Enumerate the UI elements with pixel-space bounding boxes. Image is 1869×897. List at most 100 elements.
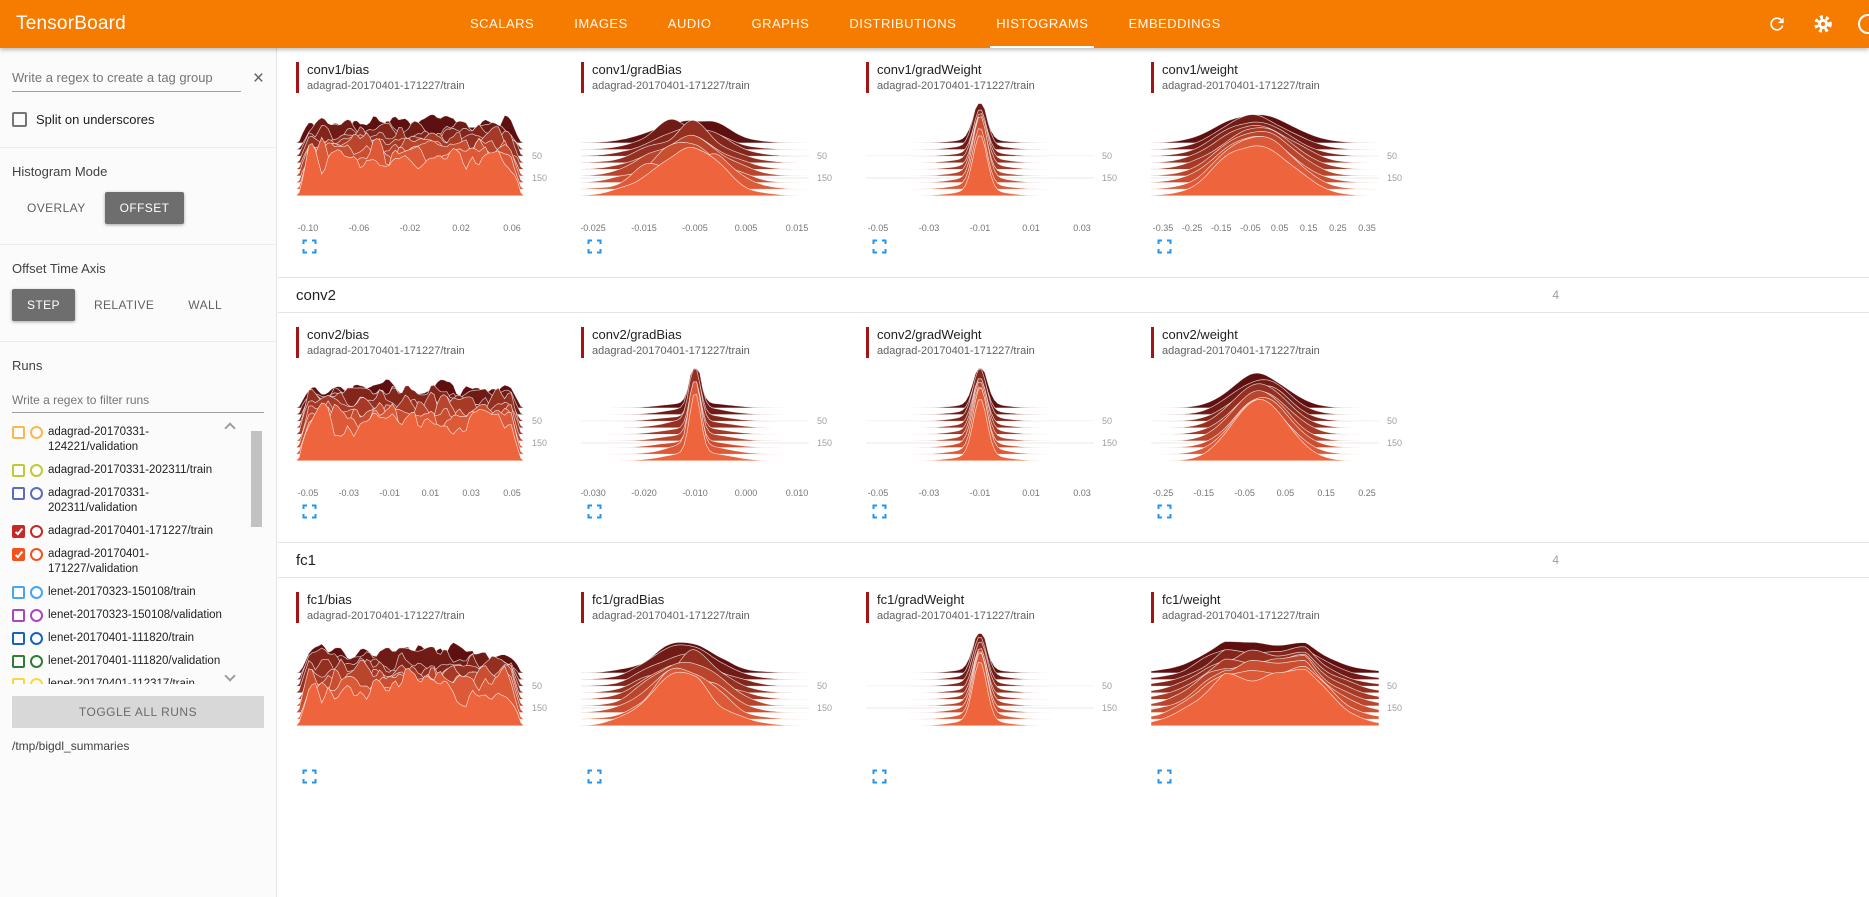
histogram-chart[interactable]: 50 150 -0.10 -0.06 -0.02 0.02 0.06 [296, 101, 558, 235]
run-radio[interactable] [30, 548, 43, 561]
histogram-chart[interactable]: 50 150 -0.25 -0.15 -0.05 0.05 0.15 0.25 [1151, 366, 1413, 500]
expand-icon[interactable] [302, 504, 317, 519]
run-item[interactable]: adagrad-20170331-124221/validation [12, 421, 238, 459]
expand-icon[interactable] [1157, 504, 1172, 519]
step-axis-label: 150 [532, 703, 547, 713]
tab-distributions[interactable]: DISTRIBUTIONS [849, 16, 957, 31]
scrollbar-track[interactable] [251, 427, 262, 678]
section-header-conv2[interactable]: conv2 4 [278, 277, 1869, 313]
run-item[interactable]: lenet-20170401-111820/train [12, 627, 238, 650]
scrollbar-thumb[interactable] [251, 431, 262, 527]
expand-icon[interactable] [587, 239, 602, 254]
run-item[interactable]: lenet-20170401-111820/validation [12, 650, 238, 673]
run-radio[interactable] [30, 426, 43, 439]
histogram-chart[interactable]: 50 150 -0.05 -0.03 -0.01 0.01 0.03 0.05 [296, 366, 558, 500]
histogram-card: conv2/gradBias adagrad-20170401-171227/tr… [581, 327, 866, 524]
run-checkbox[interactable] [12, 426, 25, 439]
histogram-chart[interactable]: 50 150 -0.05 -0.03 -0.01 0.01 0.03 [866, 101, 1128, 235]
log-directory: /tmp/bigdl_summaries [12, 739, 130, 753]
histogram-mode-offset-button[interactable]: OFFSET [104, 192, 185, 224]
histogram-mode-overlay-button[interactable]: OVERLAY [12, 192, 101, 224]
tab-histograms[interactable]: HISTOGRAMS [976, 0, 1108, 48]
card-run-label: adagrad-20170401-171227/train [1162, 345, 1320, 357]
run-radio[interactable] [30, 464, 43, 477]
run-checkbox-checked[interactable] [12, 548, 25, 561]
section-header-fc1[interactable]: fc1 4 [278, 542, 1869, 578]
tab-graphs[interactable]: GRAPHS [751, 16, 810, 31]
run-radio[interactable] [30, 586, 43, 599]
run-radio[interactable] [30, 609, 43, 622]
step-axis-label: 50 [817, 681, 827, 691]
histogram-chart[interactable]: 50 150 -0.35 -0.25 -0.15 -0.05 0.05 0.15 0.25 0.3… [1151, 101, 1413, 235]
x-tick-label: -0.01 [970, 488, 991, 498]
expand-icon[interactable] [1157, 769, 1172, 784]
expand-icon[interactable] [587, 769, 602, 784]
histogram-chart[interactable]: 50 150 -0.025 -0.015 -0.005 0.005 0.015 [581, 101, 843, 235]
offset-time-axis-step-button[interactable]: STEP [12, 289, 75, 321]
histogram-chart[interactable]: 50 150 [296, 631, 558, 765]
step-axis-label: 50 [532, 681, 542, 691]
run-checkbox[interactable] [12, 655, 25, 668]
step-axis-label: 50 [1387, 151, 1397, 161]
step-axis-label: 50 [817, 151, 827, 161]
card-run-label: adagrad-20170401-171227/train [877, 610, 1035, 622]
scroll-up-icon[interactable] [224, 422, 236, 434]
run-checkbox[interactable] [12, 632, 25, 645]
card-title: conv2/gradWeight [877, 327, 982, 342]
expand-icon[interactable] [302, 239, 317, 254]
run-label: lenet-20170323-150108/train [48, 586, 196, 598]
run-radio[interactable] [30, 678, 43, 684]
split-underscores-checkbox[interactable]: Split on underscores [12, 112, 264, 127]
toggle-all-runs-button[interactable]: TOGGLE ALL RUNS [12, 696, 264, 728]
clear-regex-icon[interactable]: × [252, 67, 264, 89]
runs-label: Runs [12, 358, 43, 373]
run-item[interactable]: adagrad-20170401-171227/validation [12, 543, 238, 581]
offset-time-axis-relative-button[interactable]: RELATIVE [79, 289, 169, 321]
histogram-chart[interactable]: 50 150 [866, 631, 1128, 765]
run-radio[interactable] [30, 655, 43, 668]
scroll-down-icon[interactable] [224, 670, 236, 682]
card-title: fc1/gradBias [592, 592, 665, 607]
run-checkbox[interactable] [12, 678, 25, 684]
run-item[interactable]: lenet-20170401-112317/train [12, 673, 238, 684]
settings-icon[interactable] [1813, 14, 1833, 34]
run-radio[interactable] [30, 525, 43, 538]
run-radio[interactable] [30, 487, 43, 500]
histogram-chart[interactable]: 50 150 -0.030 -0.020 -0.010 0.000 0.010 [581, 366, 843, 500]
run-item[interactable]: adagrad-20170401-171227/train [12, 520, 238, 543]
histogram-chart[interactable]: 50 150 [1151, 631, 1413, 765]
runs-filter-input[interactable] [12, 388, 264, 413]
run-checkbox[interactable] [12, 586, 25, 599]
expand-icon[interactable] [872, 239, 887, 254]
run-checkbox[interactable] [12, 464, 25, 477]
run-item[interactable]: lenet-20170323-150108/train [12, 581, 238, 604]
tab-images[interactable]: IMAGES [574, 16, 628, 31]
offset-time-axis-wall-button[interactable]: WALL [173, 289, 237, 321]
tab-audio[interactable]: AUDIO [667, 16, 712, 31]
tag-regex-input[interactable] [12, 64, 241, 92]
run-item[interactable]: lenet-20170323-150108/validation [12, 604, 238, 627]
run-checkbox-checked[interactable] [12, 525, 25, 538]
expand-icon[interactable] [302, 769, 317, 784]
run-checkbox[interactable] [12, 487, 25, 500]
run-item[interactable]: adagrad-20170331-202311/train [12, 459, 238, 482]
tab-embeddings[interactable]: EMBEDDINGS [1128, 16, 1221, 31]
x-tick-label: -0.06 [349, 223, 370, 233]
refresh-icon[interactable] [1767, 14, 1787, 34]
run-item[interactable]: adagrad-20170331-202311/validation [12, 482, 238, 520]
card-header: conv1/weight adagrad-20170401-171227/trai… [1151, 62, 1436, 93]
run-label: lenet-20170401-112317/train [48, 678, 195, 684]
histogram-chart[interactable]: 50 150 -0.05 -0.03 -0.01 0.01 0.03 [866, 366, 1128, 500]
histogram-chart[interactable]: 50 150 [581, 631, 843, 765]
expand-icon[interactable] [587, 504, 602, 519]
expand-icon[interactable] [872, 504, 887, 519]
card-title: conv2/gradBias [592, 327, 682, 342]
expand-icon[interactable] [1157, 239, 1172, 254]
x-tick-label: -0.15 [1194, 488, 1215, 498]
card-title: conv2/bias [307, 327, 370, 342]
tab-scalars[interactable]: SCALARS [470, 16, 535, 31]
help-icon[interactable] [1858, 14, 1869, 34]
run-radio[interactable] [30, 632, 43, 645]
run-checkbox[interactable] [12, 609, 25, 622]
expand-icon[interactable] [872, 769, 887, 784]
